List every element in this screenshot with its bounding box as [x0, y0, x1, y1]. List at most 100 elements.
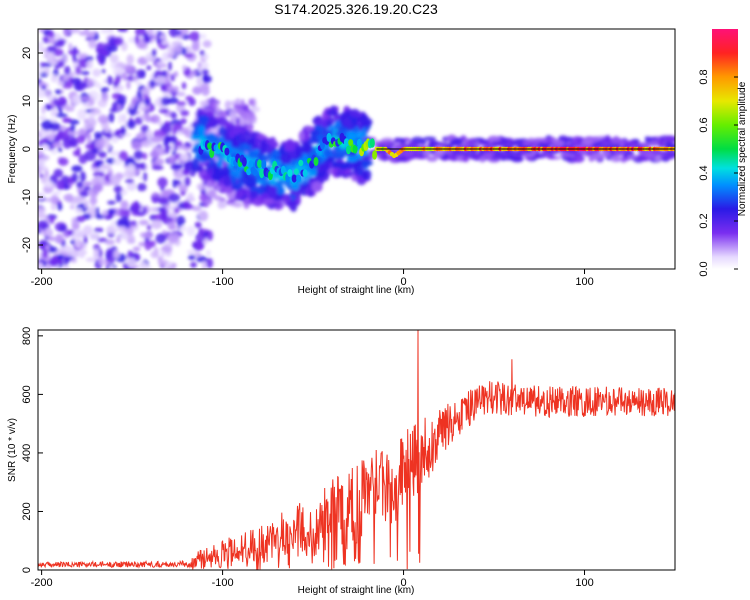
- heatmap-cell: [110, 62, 116, 69]
- heatmap-cell: [170, 141, 175, 152]
- heatmap-cell: [211, 171, 224, 182]
- heatmap-cell: [645, 152, 656, 160]
- heatmap-cell: [72, 94, 82, 106]
- heatmap-cell: [180, 109, 190, 117]
- heatmap-cell: [311, 181, 323, 193]
- heatmap-cell: [205, 249, 211, 257]
- heatmap-cell: [93, 171, 105, 178]
- heatmap-cell: [80, 96, 92, 102]
- heatmap-cell: [157, 177, 168, 188]
- heatmap-cell: [38, 207, 47, 214]
- heatmap-cell: [88, 188, 99, 198]
- heatmap-cell: [131, 97, 138, 105]
- heatmap-cell: [86, 132, 92, 144]
- heatmap-cell: [267, 185, 278, 194]
- heatmap-cell: [74, 238, 82, 248]
- spectrogram-x-title: Height of straight line (km): [298, 285, 415, 296]
- x-tick-label: -200: [31, 577, 53, 589]
- heatmap-cell: [171, 46, 176, 57]
- x-tick-label: 100: [575, 276, 593, 288]
- heatmap-cell: [238, 132, 245, 141]
- heatmap-cell: [194, 221, 202, 228]
- heatmap-cell: [206, 230, 214, 242]
- heatmap-cell: [264, 198, 275, 205]
- heatmap-cell: [189, 31, 200, 42]
- x-tick-label: 100: [575, 577, 593, 589]
- ridge-cell: [356, 138, 362, 147]
- heatmap-cell: [48, 31, 55, 39]
- heatmap-cell: [140, 124, 149, 133]
- colorbar: 0.0 0.2 0.4 0.6 0.8 Normalized spectral ampl…: [698, 29, 748, 277]
- heatmap-cell: [184, 53, 194, 58]
- heatmap-cell: [126, 54, 134, 65]
- heatmap-cell: [206, 183, 215, 188]
- heatmap-cell: [57, 147, 63, 153]
- heatmap-cell: [360, 117, 373, 127]
- heatmap-cell: [41, 84, 47, 91]
- heatmap-cell: [134, 254, 140, 261]
- heatmap-cell: [86, 78, 94, 88]
- heatmap-cell: [108, 265, 115, 269]
- heatmap-cell: [175, 158, 181, 164]
- heatmap-cell: [38, 166, 49, 172]
- heatmap-cell: [107, 200, 116, 205]
- heatmap-cell: [158, 108, 169, 114]
- heatmap-cell: [52, 141, 63, 148]
- heatmap-cell: [76, 181, 84, 189]
- heatmap-cell: [94, 82, 102, 89]
- y-tick-label: 800: [21, 327, 33, 345]
- heatmap-cell: [55, 113, 68, 118]
- ridge-cell: [287, 169, 293, 178]
- heatmap-cell: [68, 29, 81, 34]
- heatmap-cell: [162, 51, 170, 62]
- ridge-cell: [372, 150, 378, 160]
- heatmap-cell: [575, 138, 583, 145]
- heatmap-cell: [196, 183, 206, 191]
- heatmap-cell: [127, 163, 135, 172]
- heatmap-cell: [146, 65, 152, 71]
- heatmap-cell: [51, 108, 58, 117]
- heatmap-cell: [57, 96, 67, 107]
- heatmap-cell: [182, 65, 187, 71]
- heatmap-cell: [335, 171, 342, 178]
- heatmap-cell: [83, 118, 88, 124]
- heatmap-cell: [126, 238, 136, 244]
- heatmap-cell: [157, 196, 169, 204]
- heatmap-cell: [63, 255, 69, 266]
- heatmap-cell: [151, 136, 163, 143]
- heatmap-cell: [186, 249, 197, 255]
- heatmap-cell: [40, 130, 47, 136]
- heatmap-cell: [192, 241, 197, 248]
- heatmap-cell: [123, 171, 128, 178]
- heatmap-cell: [279, 153, 292, 164]
- heatmap-cell: [260, 192, 270, 200]
- ridge-cell: [293, 168, 299, 175]
- ridge-cell: [369, 138, 375, 148]
- ridge-cell: [348, 139, 354, 147]
- ridge-cell: [241, 157, 247, 167]
- heatmap-cell: [77, 108, 87, 120]
- snr-frame: [37, 329, 676, 571]
- heatmap-cell: [347, 155, 358, 163]
- heatmap-cell: [247, 150, 258, 159]
- heatmap-cell: [654, 156, 661, 162]
- heatmap-cell: [70, 77, 82, 85]
- heatmap-cell: [201, 261, 207, 269]
- heatmap-cell: [83, 235, 88, 245]
- heatmap-cell: [397, 156, 408, 162]
- heatmap-cell: [240, 99, 245, 108]
- heatmap-cell: [50, 194, 59, 205]
- heatmap-cell: [215, 106, 221, 114]
- heatmap-cell: [41, 119, 53, 131]
- heatmap-cell: [349, 108, 361, 118]
- heatmap-cell: [148, 206, 159, 213]
- heatmap-cell: [298, 130, 305, 142]
- heatmap-cell: [80, 70, 90, 76]
- heatmap-cell: [599, 137, 612, 145]
- heatmap-cell: [160, 186, 165, 192]
- ridge-cell: [224, 147, 230, 156]
- heatmap-cell: [144, 239, 152, 251]
- heatmap-cell: [41, 143, 50, 151]
- heatmap-cell: [129, 220, 137, 226]
